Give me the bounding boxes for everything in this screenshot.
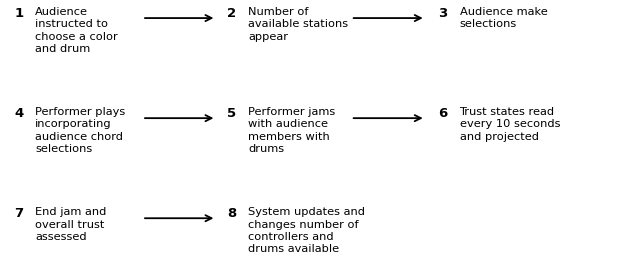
- Text: Performer plays
incorporating
audience chord
selections: Performer plays incorporating audience c…: [35, 107, 125, 154]
- Text: Number of
available stations
appear: Number of available stations appear: [248, 7, 348, 42]
- Text: Audience make
selections: Audience make selections: [460, 7, 547, 29]
- Text: Trust states read
every 10 seconds
and projected: Trust states read every 10 seconds and p…: [460, 107, 560, 142]
- Text: 3: 3: [438, 7, 447, 20]
- Text: 5: 5: [227, 107, 236, 120]
- Text: 4: 4: [14, 107, 23, 120]
- Text: Audience
instructed to
choose a color
and drum: Audience instructed to choose a color an…: [35, 7, 118, 54]
- Text: System updates and
changes number of
controllers and
drums available: System updates and changes number of con…: [248, 207, 365, 254]
- Text: Performer jams
with audience
members with
drums: Performer jams with audience members wit…: [248, 107, 335, 154]
- Text: 8: 8: [227, 207, 236, 220]
- Text: 6: 6: [438, 107, 447, 120]
- Text: 7: 7: [14, 207, 23, 220]
- Text: 1: 1: [14, 7, 23, 20]
- Text: 2: 2: [227, 7, 236, 20]
- Text: End jam and
overall trust
assessed: End jam and overall trust assessed: [35, 207, 107, 242]
